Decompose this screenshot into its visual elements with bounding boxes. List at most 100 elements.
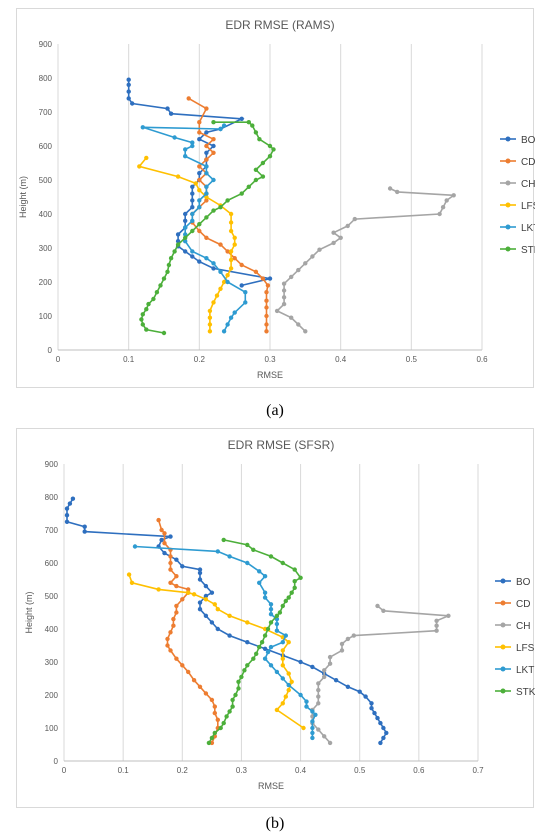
- legend-label-bo: BO: [516, 577, 531, 588]
- series-line-bo: [66, 498, 388, 744]
- data-point-stk: [251, 547, 256, 552]
- data-point-stk: [298, 575, 303, 580]
- data-point-stk: [267, 143, 273, 149]
- data-point-stk: [211, 120, 216, 125]
- data-point-cd: [171, 616, 176, 622]
- data-point-cd: [168, 567, 173, 572]
- data-point-ch: [281, 288, 287, 293]
- data-point-lfs: [232, 235, 237, 240]
- data-point-ch: [381, 608, 386, 613]
- data-point-lfs: [212, 602, 217, 607]
- data-point-stk: [246, 120, 251, 125]
- data-point-lkt: [298, 692, 303, 698]
- data-point-cd: [186, 96, 191, 101]
- data-point-cd: [212, 704, 217, 709]
- legend-label-stk: STK: [516, 687, 535, 698]
- data-point-ch: [339, 648, 345, 653]
- data-point-cd: [159, 527, 164, 533]
- data-point-stk: [233, 692, 238, 698]
- data-point-cd: [232, 256, 237, 261]
- data-point-bo: [204, 150, 209, 155]
- data-point-ch: [274, 308, 280, 314]
- data-point-bo: [372, 710, 377, 716]
- data-point-bo: [197, 171, 202, 176]
- data-point-ch: [327, 740, 333, 746]
- data-point-ch: [351, 633, 356, 638]
- data-point-cd: [197, 164, 202, 169]
- data-point-bo: [197, 600, 203, 605]
- data-point-lkt: [268, 644, 274, 650]
- data-point-stk: [246, 184, 251, 189]
- data-point-lkt: [265, 649, 271, 655]
- data-point-stk: [245, 542, 250, 548]
- data-point-cd: [191, 678, 197, 683]
- data-point-lkt: [313, 712, 318, 717]
- data-point-stk: [204, 215, 209, 220]
- data-point-bo: [197, 137, 202, 142]
- data-point-bo: [175, 239, 181, 244]
- data-point-lfs: [228, 257, 234, 263]
- data-point-stk: [183, 235, 188, 240]
- data-point-cd: [212, 710, 217, 716]
- data-point-lfs: [228, 211, 234, 217]
- data-point-lfs: [191, 592, 197, 597]
- legend-label-lkt: LKT: [521, 223, 535, 234]
- data-point-bo: [190, 198, 195, 203]
- data-point-stk: [146, 301, 151, 307]
- data-point-lfs: [301, 725, 306, 731]
- data-point-stk: [172, 249, 177, 254]
- legend-label-lfs: LFS: [521, 201, 535, 212]
- data-point-cd: [168, 560, 173, 566]
- data-point-cd: [168, 580, 173, 585]
- data-point-stk: [257, 137, 262, 142]
- data-point-stk: [251, 656, 256, 661]
- data-point-bo: [204, 130, 209, 135]
- data-point-ch: [434, 628, 439, 633]
- data-point-lkt: [183, 154, 188, 159]
- data-point-bo: [227, 633, 232, 638]
- data-point-cd: [203, 691, 209, 696]
- data-point-ch: [316, 694, 321, 699]
- data-point-cd: [204, 106, 209, 111]
- data-point-cd: [162, 531, 167, 536]
- data-point-bo: [126, 82, 131, 88]
- y-tick-label: 900: [45, 460, 59, 469]
- data-point-bo: [82, 524, 87, 529]
- data-point-lkt: [225, 279, 230, 285]
- data-point-lkt: [243, 300, 248, 305]
- data-point-cd: [260, 276, 266, 281]
- data-point-bo: [375, 715, 380, 721]
- data-point-ch: [387, 186, 393, 191]
- data-point-lfs: [193, 181, 198, 186]
- data-point-lkt: [268, 612, 274, 617]
- x-tick-label: 0.3: [264, 355, 276, 364]
- data-point-ch: [322, 734, 327, 739]
- data-point-cd: [265, 283, 271, 288]
- data-point-lfs: [245, 620, 250, 625]
- data-point-cd: [204, 157, 209, 162]
- data-point-stk: [262, 633, 268, 638]
- x-tick-label: 0.1: [118, 766, 130, 775]
- y-tick-label: 700: [45, 526, 59, 535]
- data-point-stk: [197, 222, 202, 227]
- data-point-cd: [264, 313, 269, 319]
- data-point-bo: [378, 720, 383, 726]
- data-point-bo: [126, 89, 131, 94]
- data-point-cd: [168, 554, 173, 559]
- panel-label-b: (b): [265, 815, 285, 832]
- data-point-lkt: [204, 171, 209, 176]
- data-point-bo: [211, 266, 216, 271]
- data-point-lkt: [310, 719, 315, 724]
- x-tick-label: 0.6: [476, 355, 488, 364]
- data-point-cd: [174, 574, 179, 579]
- y-tick-label: 0: [54, 757, 59, 766]
- rmse-rams-chart: EDR RMSE (RAMS) 0 0.1 0.2 0.3 0.4 0.5 0.6 0 100 20…: [18, 18, 535, 380]
- data-point-lkt: [257, 569, 262, 574]
- data-point-lfs: [228, 220, 234, 225]
- data-point-bo: [369, 706, 374, 711]
- data-point-ch: [339, 641, 345, 647]
- y-tick-label: 900: [39, 40, 53, 49]
- data-point-stk: [218, 725, 223, 731]
- data-point-bo: [183, 218, 188, 223]
- data-point-bo: [369, 701, 374, 706]
